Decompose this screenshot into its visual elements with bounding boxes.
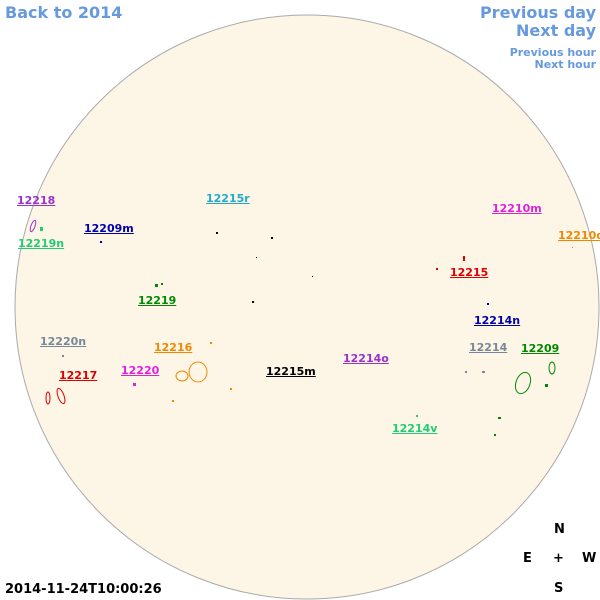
region-link[interactable]: 12219 bbox=[138, 294, 177, 307]
region-link[interactable]: 12210m bbox=[492, 202, 542, 215]
region-link[interactable]: 12217 bbox=[59, 369, 98, 382]
region-link[interactable]: 12215 bbox=[450, 266, 489, 279]
region-link[interactable]: 12209m bbox=[84, 222, 134, 235]
timestamp: 2014-11-24T10:00:26 bbox=[5, 582, 162, 597]
region-link[interactable]: 12214o bbox=[343, 352, 389, 365]
region-link[interactable]: 12219n bbox=[18, 237, 65, 250]
next-hour-link[interactable]: Next hour bbox=[534, 58, 597, 71]
compass-east: E bbox=[523, 551, 532, 566]
region-link[interactable]: 12220n bbox=[40, 335, 87, 348]
compass-north: N bbox=[554, 522, 565, 537]
previous-hour-link[interactable]: Previous hour bbox=[509, 46, 596, 59]
compass-south: S bbox=[554, 581, 564, 596]
compass-center: + bbox=[553, 551, 564, 566]
region-link[interactable]: 12214v bbox=[392, 422, 438, 435]
region-link[interactable]: 12220 bbox=[121, 364, 160, 377]
region-link[interactable]: 12214 bbox=[469, 341, 508, 354]
region-link[interactable]: 12210q bbox=[558, 229, 600, 242]
region-link[interactable]: 12216 bbox=[154, 341, 193, 354]
compass-west: W bbox=[582, 551, 597, 566]
previous-day-link[interactable]: Previous day bbox=[479, 3, 596, 22]
next-day-link[interactable]: Next day bbox=[516, 21, 596, 40]
sunspots bbox=[29, 219, 573, 436]
region-link[interactable]: 12215r bbox=[206, 192, 250, 205]
region-link[interactable]: 12218 bbox=[17, 194, 56, 207]
region-link[interactable]: 12215m bbox=[266, 365, 316, 378]
region-link[interactable]: 12214n bbox=[474, 314, 521, 327]
region-link[interactable]: 12209 bbox=[521, 342, 560, 355]
back-link[interactable]: Back to 2014 bbox=[5, 3, 123, 22]
solar-disk bbox=[14, 14, 600, 600]
